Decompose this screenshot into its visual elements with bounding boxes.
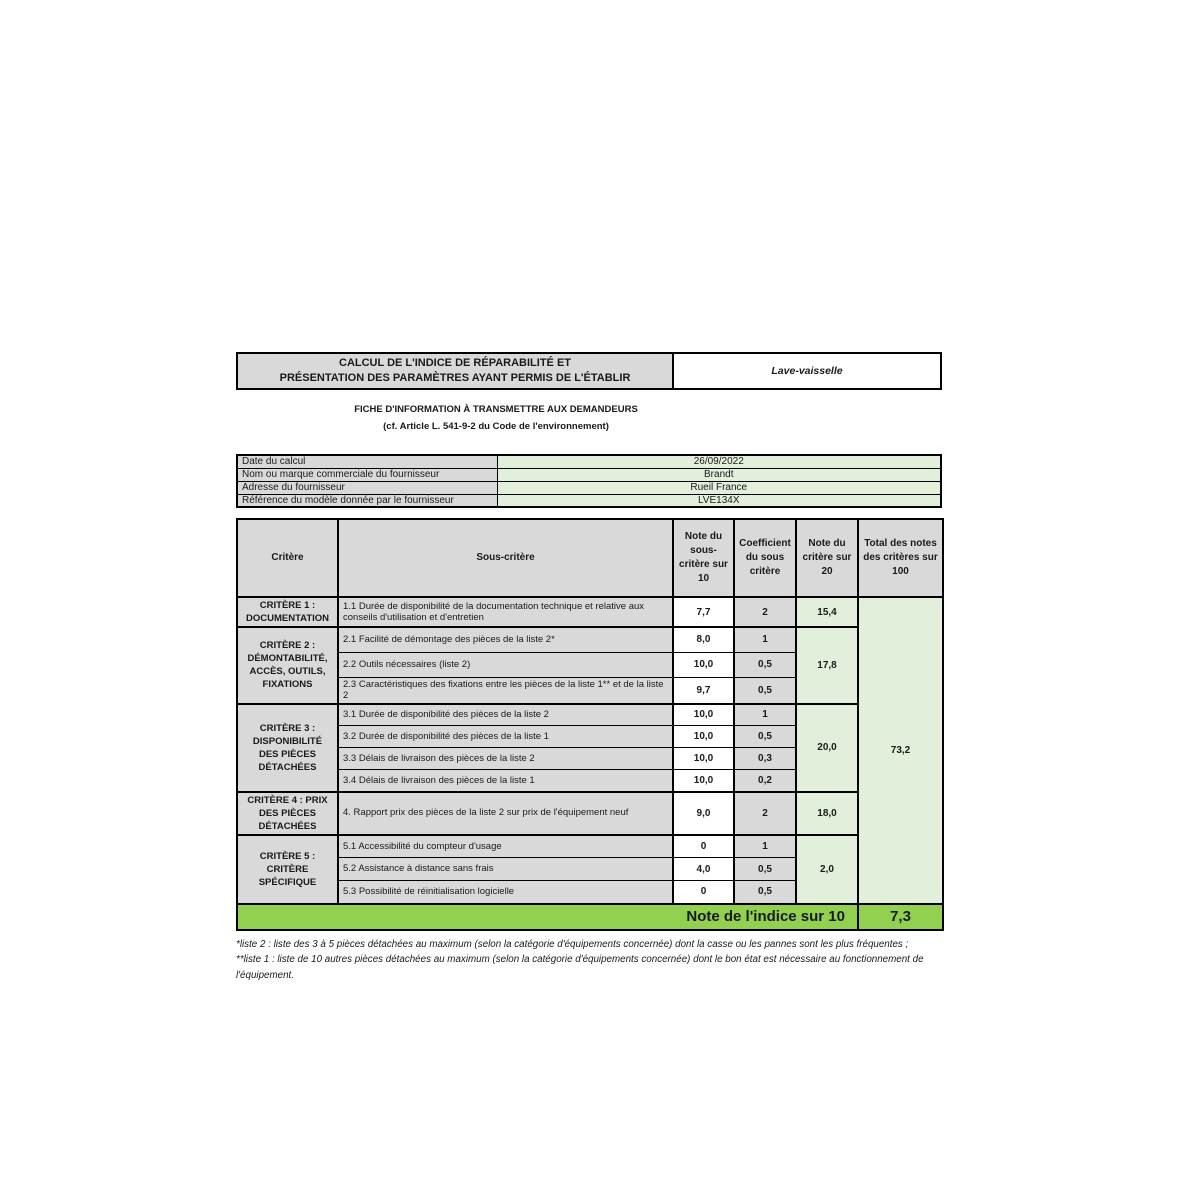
subcriterion-coefficient: 0,5 [733, 676, 797, 704]
subcriterion-score: 10,0 [672, 725, 735, 748]
col-header-total: Total des notes des critères sur 100 [857, 518, 944, 598]
subcriterion-coefficient: 2 [733, 596, 797, 628]
subcriterion-label: 5.3 Possibilité de réinitialisation logi… [337, 880, 674, 904]
criterion-score-20: 17,8 [795, 626, 859, 704]
final-score-label: Note de l'indice sur 10 [236, 902, 859, 930]
criterion3-row4: 3.4 Délais de livraison des pièces de la… [237, 769, 943, 792]
info-label: Date du calcul [236, 454, 498, 469]
subcriterion-label: 3.1 Durée de disponibilité des pièces de… [337, 702, 674, 726]
table-header-row: Critère Sous-critère Note du sous-critèr… [236, 518, 944, 598]
subtitle-line2: (cf. Article L. 541-9-2 du Code de l'env… [383, 421, 609, 432]
col-header-note-sous-critere: Note du sous-critère sur 10 [672, 518, 735, 598]
subcriterion-score: 10,0 [672, 702, 735, 726]
final-score-row: Note de l'indice sur 10 7,3 [236, 902, 944, 930]
subcriterion-coefficient: 0,3 [733, 747, 797, 770]
criteria-table: Critère Sous-critère Note du sous-critèr… [236, 518, 944, 931]
info-row-date: Date du calcul 26/09/2022 [236, 454, 942, 469]
criterion3-row1: CRITÈRE 3 : DISPONIBILITÉ DES PIÈCES DÉT… [236, 702, 943, 792]
subcriterion-score: 9,7 [672, 676, 735, 704]
col-header-critere: Critère [236, 518, 339, 598]
info-row-brand: Nom ou marque commerciale du fournisseur… [236, 467, 942, 482]
criterion-name: CRITÈRE 2 : DÉMONTABILITÉ, ACCÈS, OUTILS… [236, 626, 339, 704]
subcriterion-score: 0 [672, 880, 735, 904]
subcriterion-label: 2.2 Outils nécessaires (liste 2) [337, 651, 674, 678]
subcriterion-coefficient: 0,5 [733, 857, 797, 881]
repairability-sheet: CALCUL DE L'INDICE DE RÉPARABILITÉ ET PR… [236, 352, 944, 984]
criterion-name: CRITÈRE 4 : PRIX DES PIÈCES DÉTACHÉES [236, 790, 339, 835]
info-row-model: Référence du modèle donnée par le fourni… [236, 493, 942, 508]
subcriterion-coefficient: 0,5 [733, 651, 797, 678]
info-label: Adresse du fournisseur [236, 480, 498, 495]
criterion3-row2: 3.2 Durée de disponibilité des pièces de… [237, 725, 943, 748]
subcriterion-coefficient: 0,5 [733, 880, 797, 904]
criterion-name: CRITÈRE 1 : DOCUMENTATION [236, 596, 339, 628]
subcriterion-score: 0 [672, 833, 735, 858]
subcriterion-label: 5.2 Assistance à distance sans frais [337, 857, 674, 881]
subcriterion-coefficient: 0,2 [733, 769, 797, 792]
subcriterion-label: 4. Rapport prix des pièces de la liste 2… [337, 790, 674, 835]
subcriterion-label: 3.3 Délais de livraison des pièces de la… [337, 747, 674, 770]
criterion-name: CRITÈRE 5 : CRITÈRE SPÉCIFIQUE [236, 833, 339, 904]
subcriterion-coefficient: 1 [733, 833, 797, 858]
criterion-score-20: 2,0 [795, 833, 859, 904]
subcriterion-label: 3.2 Durée de disponibilité des pièces de… [337, 725, 674, 748]
final-score-value: 7,3 [857, 902, 944, 930]
criterion-score-20: 18,0 [795, 790, 859, 835]
criterion-score-20: 15,4 [795, 596, 859, 628]
doc-title-line1: CALCUL DE L'INDICE DE RÉPARABILITÉ ET [339, 357, 571, 369]
subcriterion-score: 10,0 [672, 769, 735, 792]
info-value: Brandt [496, 467, 942, 482]
criterion4-row1: CRITÈRE 4 : PRIX DES PIÈCES DÉTACHÉES 4.… [236, 790, 943, 835]
subtitle-block: FICHE D'INFORMATION À TRANSMETTRE AUX DE… [236, 401, 756, 435]
subcriterion-coefficient: 0,5 [733, 725, 797, 748]
doc-title: CALCUL DE L'INDICE DE RÉPARABILITÉ ET PR… [238, 354, 674, 388]
info-label: Référence du modèle donnée par le fourni… [236, 493, 498, 508]
subcriterion-label: 3.4 Délais de livraison des pièces de la… [337, 769, 674, 792]
subcriterion-label: 2.1 Facilité de démontage des pièces de … [337, 626, 674, 653]
subcriterion-score: 7,7 [672, 596, 735, 628]
info-value: LVE134X [496, 493, 942, 508]
criterion5-row2: 5.2 Assistance à distance sans frais 4,0… [237, 857, 943, 881]
criterion2-row1: CRITÈRE 2 : DÉMONTABILITÉ, ACCÈS, OUTILS… [236, 626, 943, 704]
footnote-liste2: *liste 2 : liste des 3 à 5 pièces détach… [236, 938, 909, 950]
col-header-sous-critere: Sous-critère [337, 518, 674, 598]
product-type-label: Lave-vaisselle [674, 354, 940, 388]
criterion1-row1: CRITÈRE 1 : DOCUMENTATION 1.1 Durée de d… [236, 596, 944, 904]
criterion3-row3: 3.3 Délais de livraison des pièces de la… [237, 747, 943, 770]
subcriterion-label: 2.3 Caractéristiques des fixations entre… [337, 676, 674, 704]
criterion2-row2: 2.2 Outils nécessaires (liste 2) 10,0 0,… [237, 651, 943, 678]
criterion5-row1: CRITÈRE 5 : CRITÈRE SPÉCIFIQUE 5.1 Acces… [236, 833, 943, 904]
subcriterion-score: 8,0 [672, 626, 735, 653]
subcriterion-label: 5.1 Accessibilité du compteur d'usage [337, 833, 674, 858]
info-label: Nom ou marque commerciale du fournisseur [236, 467, 498, 482]
subtitle-line1: FICHE D'INFORMATION À TRANSMETTRE AUX DE… [354, 404, 638, 415]
doc-title-line2: PRÉSENTATION DES PARAMÈTRES AYANT PERMIS… [279, 372, 631, 384]
criterion-name: CRITÈRE 3 : DISPONIBILITÉ DES PIÈCES DÉT… [236, 702, 339, 792]
footnote-liste1: **liste 1 : liste de 10 autres pièces dé… [236, 954, 924, 981]
subcriterion-coefficient: 1 [733, 626, 797, 653]
supplier-info-table: Date du calcul 26/09/2022 Nom ou marque … [236, 454, 942, 508]
subcriterion-score: 4,0 [672, 857, 735, 881]
col-header-note-critere: Note du critère sur 20 [795, 518, 859, 598]
info-row-address: Adresse du fournisseur Rueil France [236, 480, 942, 495]
criterion2-row3: 2.3 Caractéristiques des fixations entre… [237, 676, 943, 704]
subcriterion-score: 9,0 [672, 790, 735, 835]
title-box: CALCUL DE L'INDICE DE RÉPARABILITÉ ET PR… [236, 352, 942, 390]
info-value: 26/09/2022 [496, 454, 942, 469]
subcriterion-score: 10,0 [672, 651, 735, 678]
total-score-100: 73,2 [857, 596, 944, 904]
subcriterion-coefficient: 2 [733, 790, 797, 835]
subcriterion-score: 10,0 [672, 747, 735, 770]
footnotes: *liste 2 : liste des 3 à 5 pièces détach… [236, 937, 942, 984]
subcriterion-label: 1.1 Durée de disponibilité de la documen… [337, 596, 674, 628]
subcriterion-coefficient: 1 [733, 702, 797, 726]
criterion-score-20: 20,0 [795, 702, 859, 792]
col-header-coefficient: Coefficient du sous critère [733, 518, 797, 598]
info-value: Rueil France [496, 480, 942, 495]
